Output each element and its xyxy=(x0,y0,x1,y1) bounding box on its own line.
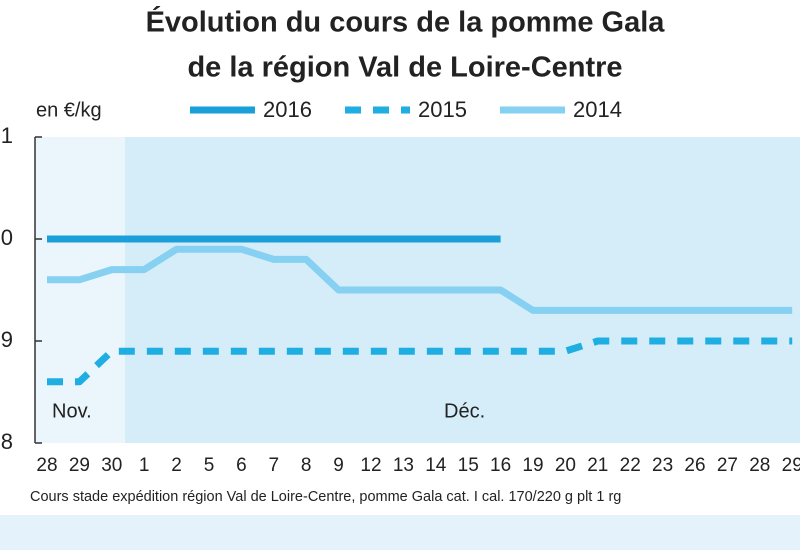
chart-title: Évolution du cours de la pomme Gala xyxy=(146,5,666,39)
footer-strip xyxy=(0,515,800,550)
x-tick-label: 27 xyxy=(717,455,738,476)
x-tick-label: 28 xyxy=(749,455,770,476)
x-tick-label: 26 xyxy=(684,455,705,476)
legend-label: 2014 xyxy=(573,97,622,122)
y-axis-label: en €/kg xyxy=(36,99,102,121)
x-tick-label: 13 xyxy=(393,455,414,476)
x-tick-label: 12 xyxy=(360,455,381,476)
chart-title: de la région Val de Loire-Centre xyxy=(187,52,622,84)
caption: Cours stade expédition région Val de Loi… xyxy=(30,489,621,505)
x-tick-label: 1 xyxy=(139,455,150,476)
y-tick-label: 0,9 xyxy=(0,327,13,352)
line-series xyxy=(47,245,793,314)
x-tick-label: 2 xyxy=(171,455,182,476)
x-tick-label: 29 xyxy=(782,455,800,476)
x-tick-label: 7 xyxy=(269,455,280,476)
annotation: Nov. xyxy=(52,400,92,422)
x-tick-label: 8 xyxy=(301,455,312,476)
y-tick-label: 1,1 xyxy=(0,123,13,148)
x-tick-label: 20 xyxy=(555,455,576,476)
y-tick-label: 1,0 xyxy=(0,225,13,250)
x-tick-label: 21 xyxy=(587,455,608,476)
x-tick-label: 15 xyxy=(458,455,479,476)
x-tick-label: 16 xyxy=(490,455,511,476)
x-tick-label: 6 xyxy=(236,455,247,476)
x-tick-label: 29 xyxy=(69,455,90,476)
x-tick-label: 5 xyxy=(204,455,215,476)
x-tick-label: 23 xyxy=(652,455,673,476)
x-tick-label: 14 xyxy=(425,455,447,476)
x-tick-label: 30 xyxy=(101,455,122,476)
legend-label: 2015 xyxy=(418,97,467,122)
x-tick-label: 9 xyxy=(333,455,344,476)
annotation: Déc. xyxy=(444,400,485,422)
x-tick-label: 28 xyxy=(36,455,57,476)
x-tick-label: 22 xyxy=(620,455,641,476)
legend-label: 2016 xyxy=(263,97,312,122)
plot-bg-nov xyxy=(35,137,125,443)
x-tick-label: 19 xyxy=(522,455,543,476)
y-tick-label: 0,8 xyxy=(0,429,13,454)
